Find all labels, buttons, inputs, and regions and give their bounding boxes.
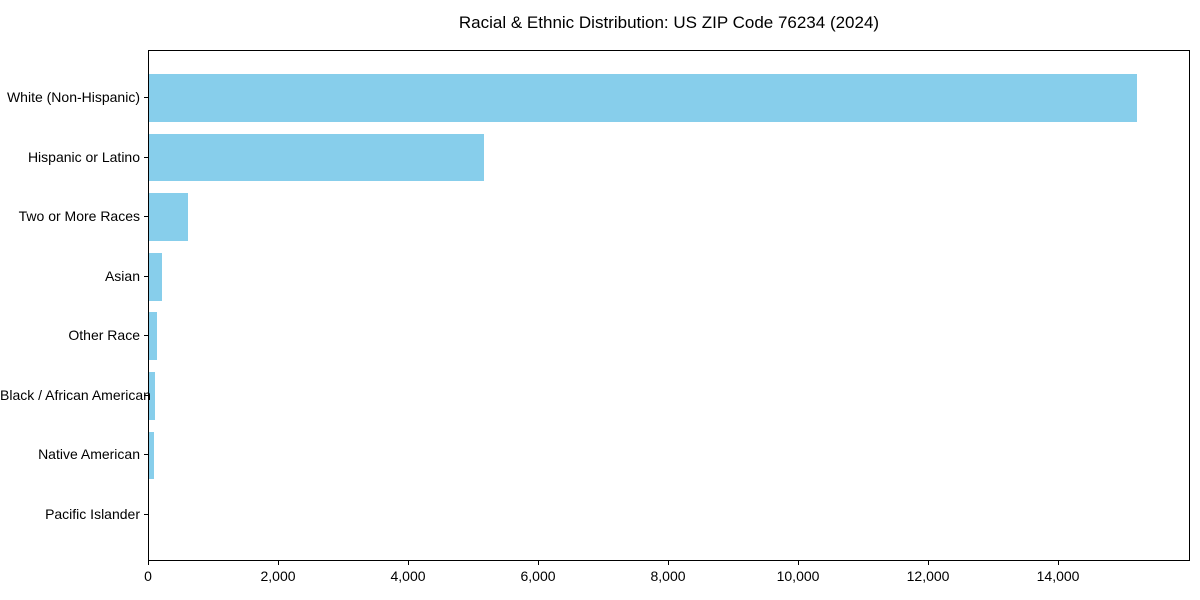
y-tick-mark <box>144 454 148 456</box>
x-axis-tick-label: 6,000 <box>520 568 556 584</box>
x-axis-tick-label: 2,000 <box>260 568 296 584</box>
x-tick-mark <box>1058 561 1060 565</box>
bar-two-or-more-races <box>149 193 188 241</box>
y-axis-label-black-african-american: Black / African American <box>0 386 151 403</box>
bar-hispanic-or-latino <box>149 133 484 182</box>
x-tick-mark <box>408 561 409 565</box>
y-axis-label-native-american: Native American <box>38 446 140 463</box>
x-tick-mark <box>798 561 800 565</box>
x-axis-tick-label: 10,000 <box>776 568 820 584</box>
y-axis-label-asian: Asian <box>104 267 140 284</box>
y-tick-mark <box>144 97 148 98</box>
y-tick-mark <box>144 394 148 396</box>
y-tick-mark <box>144 514 148 515</box>
bar-black-african-american <box>149 372 155 420</box>
bar-white-non-hispanic <box>149 74 1138 122</box>
chart-title: Racial & Ethnic Distribution: US ZIP Cod… <box>458 13 880 32</box>
x-tick-mark <box>668 561 670 565</box>
x-tick-mark <box>928 561 930 565</box>
x-axis-tick-label: 0 <box>144 568 152 584</box>
bar-asian <box>149 252 162 301</box>
x-tick-mark <box>538 561 540 565</box>
x-axis-tick-label: 14,000 <box>1036 568 1080 584</box>
bar-other-race <box>149 312 158 361</box>
plot-area <box>148 50 1190 561</box>
x-axis-tick-label: 8,000 <box>650 568 686 584</box>
y-axis-label-pacific-islander: Pacific Islander <box>45 506 140 522</box>
y-axis-label-hispanic-or-latino: Hispanic or Latino <box>27 148 140 165</box>
bar-native-american <box>149 431 154 480</box>
y-axis-label-two-or-more-races: Two or More Races <box>18 208 140 225</box>
y-axis-label-other-race: Other Race <box>68 327 140 344</box>
x-tick-mark <box>278 561 279 565</box>
y-tick-mark <box>144 335 148 337</box>
y-axis-label-white-non-hispanic: White (Non-Hispanic) <box>6 89 140 105</box>
y-tick-mark <box>144 216 148 218</box>
x-axis-tick-label: 4,000 <box>390 568 426 584</box>
x-tick-mark <box>148 561 149 565</box>
y-tick-mark <box>144 275 148 277</box>
x-axis-tick-label: 12,000 <box>906 568 950 584</box>
y-tick-mark <box>144 156 148 158</box>
